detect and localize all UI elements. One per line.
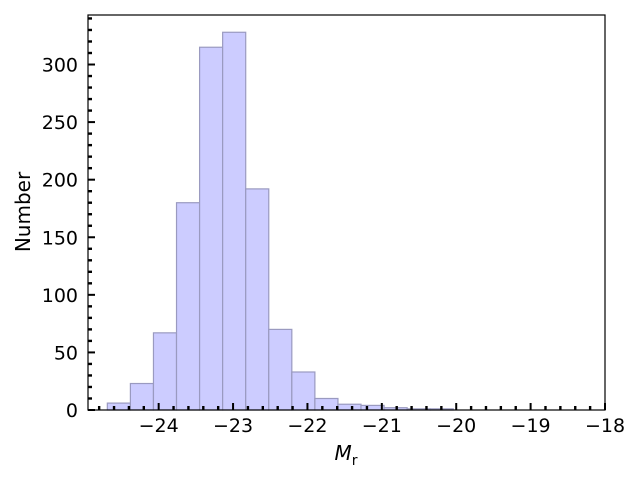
bars-group xyxy=(106,31,454,411)
x-tick-label: −24 xyxy=(139,415,179,437)
x-tick-label: −22 xyxy=(287,415,327,437)
tick-labels-group: −24 −23 −22 −21 −20 −19 −18 0 50 100 150 200 250 300 xyxy=(42,55,625,437)
y-tick-label: 200 xyxy=(42,170,78,192)
histogram-bar xyxy=(222,31,247,411)
y-tick-label: 300 xyxy=(42,55,78,77)
y-tick-label: 0 xyxy=(66,400,78,422)
x-tick-label: −20 xyxy=(436,415,476,437)
histogram-bar xyxy=(268,328,293,411)
histogram-bar xyxy=(337,403,362,411)
histogram-bar xyxy=(129,382,155,411)
x-tick-label: −21 xyxy=(362,415,402,437)
histogram-bar xyxy=(291,371,316,411)
x-axis-label: Mr xyxy=(334,441,357,469)
histogram-bar xyxy=(245,188,270,411)
x-tick-label: −19 xyxy=(511,415,551,437)
y-tick-label: 150 xyxy=(42,227,78,249)
x-tick-label: −23 xyxy=(213,415,253,437)
y-tick-label: 250 xyxy=(42,112,78,134)
y-tick-label: 50 xyxy=(54,342,78,364)
y-axis-label: Number xyxy=(11,171,35,252)
histogram-bar xyxy=(198,46,224,411)
plot-frame xyxy=(87,14,606,411)
histogram-bar xyxy=(106,402,132,411)
histogram-bar xyxy=(175,202,201,411)
histogram-bar xyxy=(152,332,178,411)
ticks-group xyxy=(88,17,606,411)
histogram-bar xyxy=(360,404,385,411)
x-tick-label: −18 xyxy=(585,415,625,437)
histogram-bar xyxy=(314,397,339,411)
y-tick-label: 100 xyxy=(42,285,78,307)
